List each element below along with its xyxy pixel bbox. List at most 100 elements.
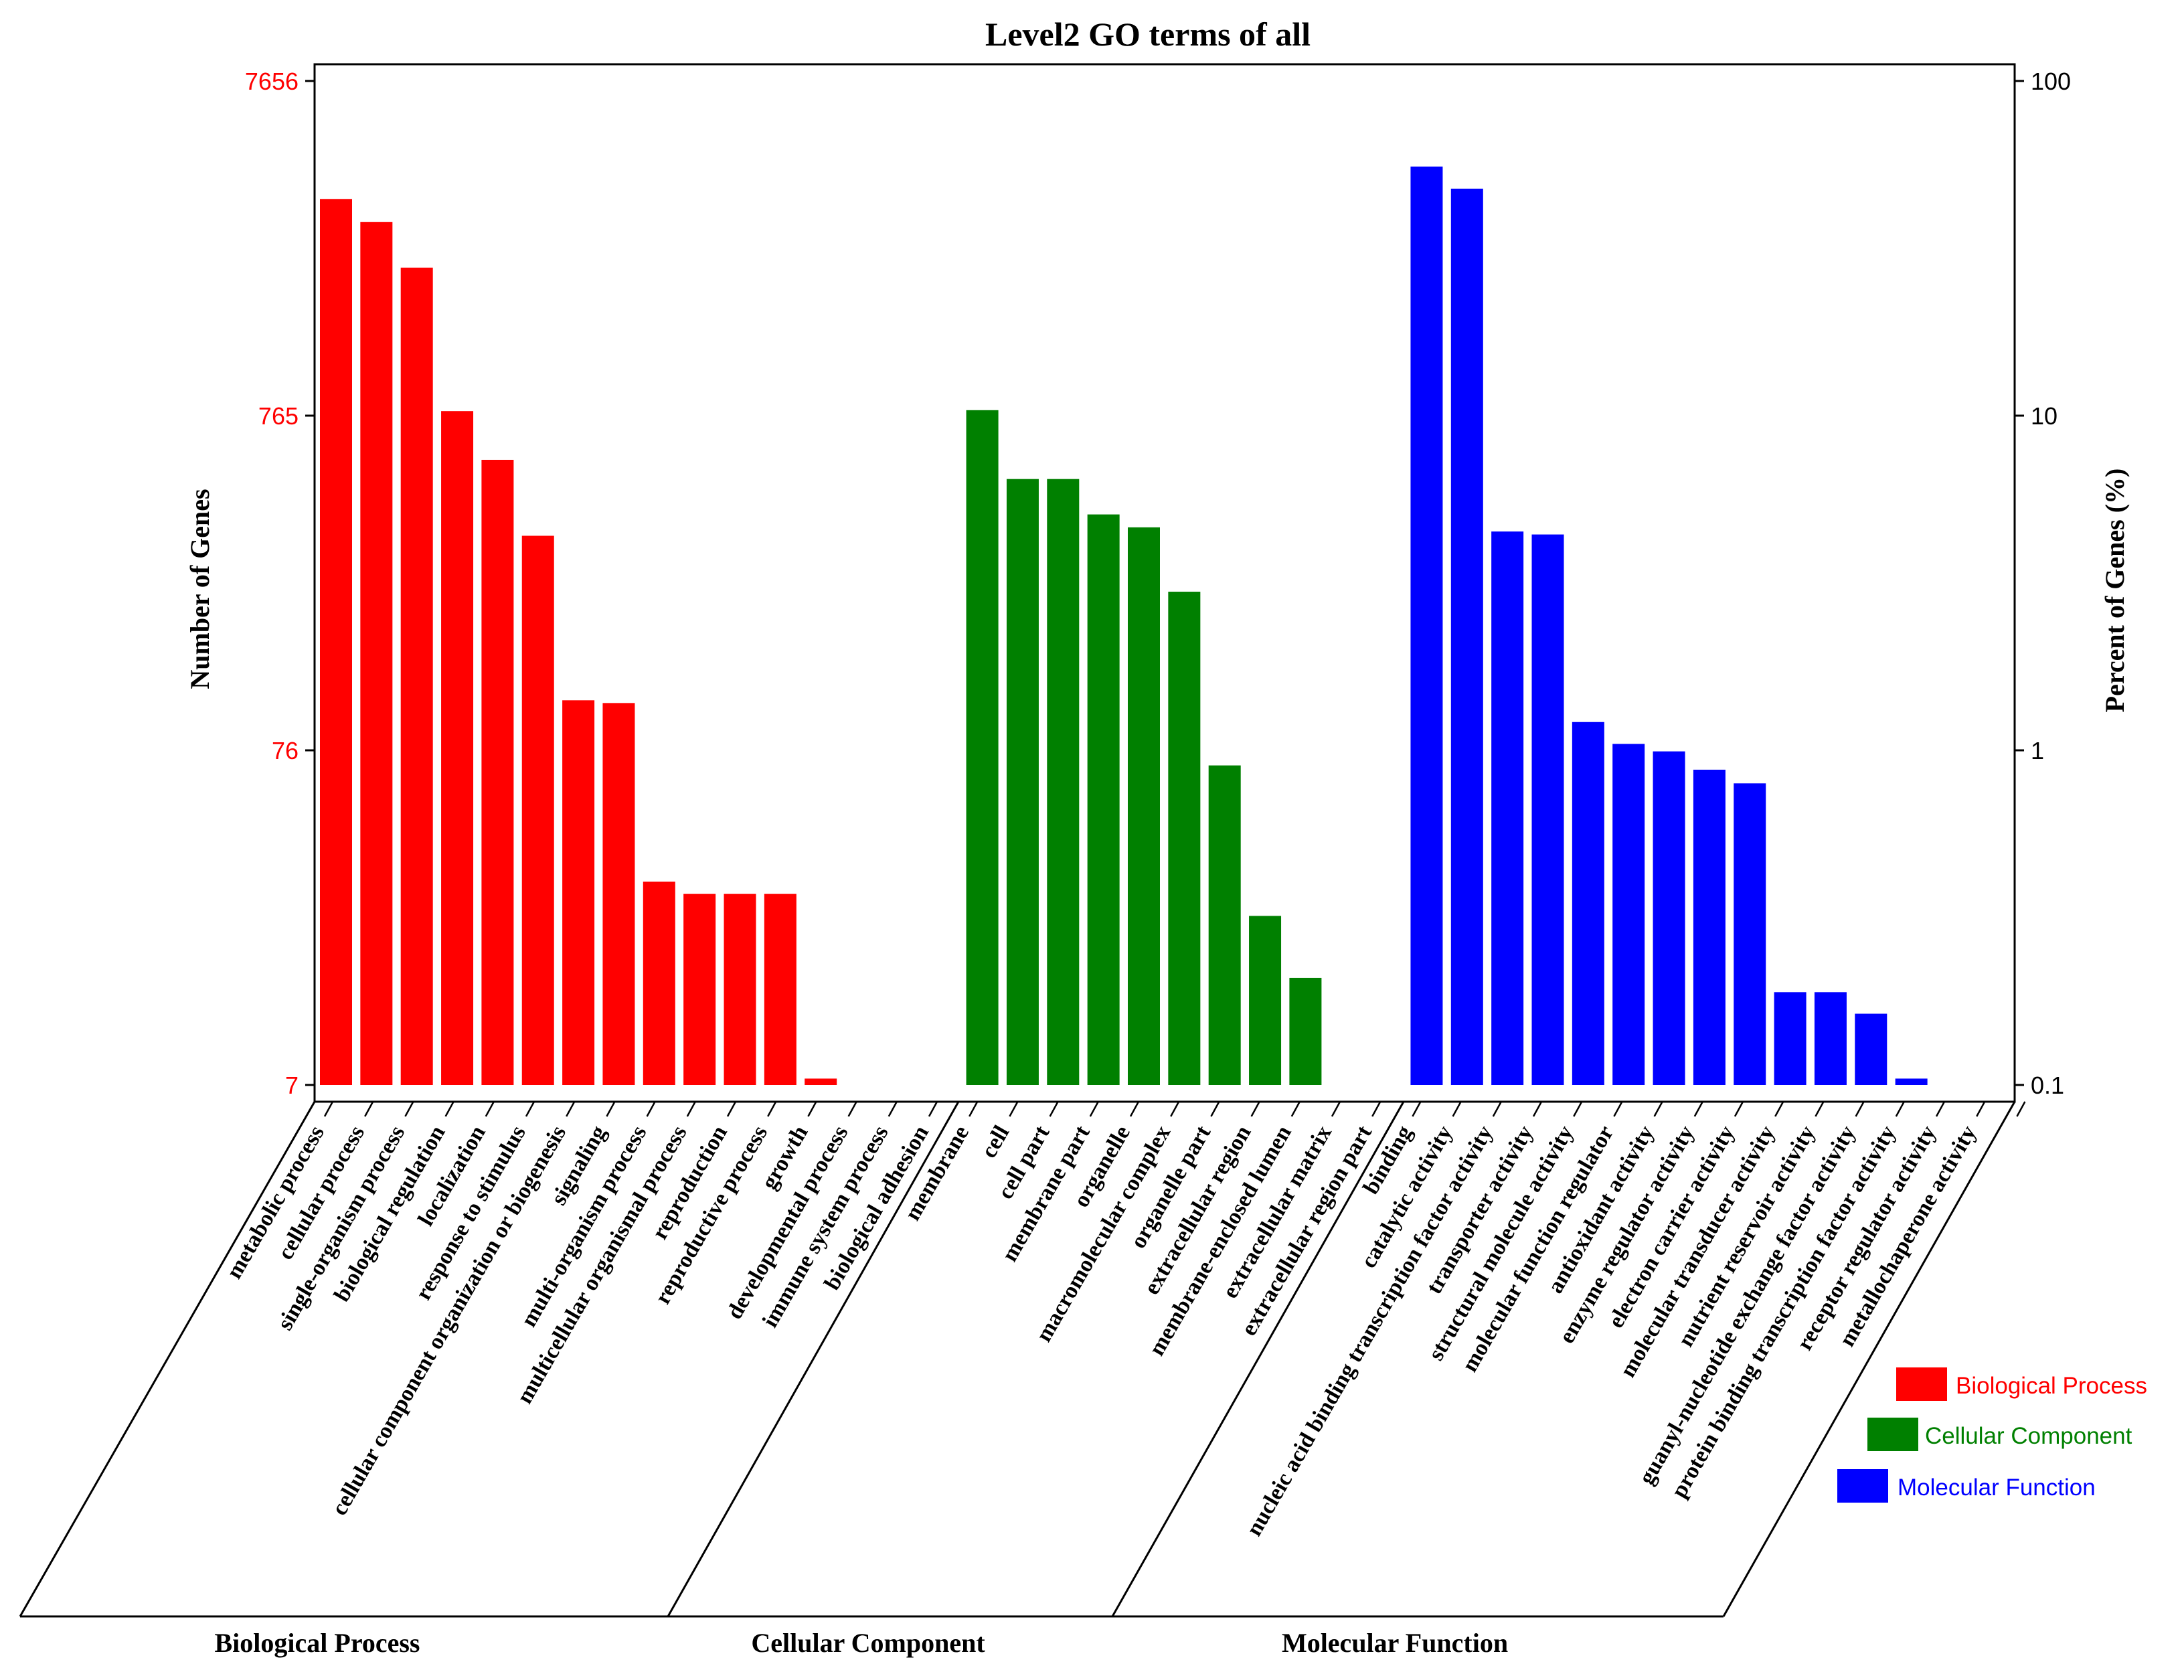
bar-electron-carrier-activity <box>1734 783 1766 1085</box>
x-tick-mark <box>1976 1101 1986 1117</box>
bar-enzyme-regulator-activity <box>1693 769 1726 1085</box>
chart-title: Level2 GO terms of all <box>985 15 1311 53</box>
x-tick-mark <box>1009 1101 1019 1117</box>
x-tick-mark <box>686 1101 696 1117</box>
x-tick-mark <box>323 1101 334 1117</box>
x-tick-mark <box>1532 1101 1543 1117</box>
bar-organelle <box>1128 527 1160 1085</box>
y-axis-left-label: Number of Genes <box>185 489 215 689</box>
bar-molecular-transducer-activity <box>1774 992 1807 1085</box>
x-tick-mark <box>2016 1101 2026 1117</box>
group-divider <box>1111 1101 1405 1617</box>
x-axis <box>323 1101 2026 1117</box>
bar-cellular-component-organization-or-biogenesis <box>562 700 595 1085</box>
x-tick-mark <box>807 1101 817 1117</box>
bar-membrane-enclosed-lumen <box>1289 977 1322 1085</box>
right-tick-label: 10 <box>2031 402 2057 430</box>
bar-metabolic-process <box>320 199 352 1086</box>
x-tick-mark <box>1170 1101 1180 1117</box>
x-tick-mark <box>1693 1101 1703 1117</box>
group-label-cellular-component: Cellular Component <box>751 1628 985 1658</box>
x-tick-mark <box>1492 1101 1502 1117</box>
x-tick-mark <box>646 1101 656 1117</box>
bar-reproduction <box>724 894 756 1085</box>
left-tick-label: 7 <box>285 1072 299 1099</box>
group-label-biological-process: Biological Process <box>215 1628 420 1658</box>
x-tick-mark <box>1774 1101 1784 1117</box>
x-tick-mark <box>1250 1101 1260 1117</box>
bar-binding <box>1410 166 1443 1085</box>
x-tick-mark <box>1049 1101 1059 1117</box>
x-tick-mark <box>1331 1101 1341 1117</box>
x-tick-mark <box>767 1101 777 1117</box>
x-tick-mark <box>566 1101 576 1117</box>
bar-biological-regulation <box>441 411 474 1085</box>
bar-macromolecular-complex <box>1168 592 1201 1085</box>
left-axis: 7656 765 76 7 <box>245 68 315 1099</box>
x-tick-mark <box>1935 1101 1946 1117</box>
x-tick-mark <box>847 1101 857 1117</box>
x-tick-mark <box>1734 1101 1744 1117</box>
group-label-molecular-function: Molecular Function <box>1282 1628 1508 1658</box>
bar-multi-organism-process <box>643 881 675 1085</box>
plot-frame <box>313 63 2016 1103</box>
x-tick-mark <box>1371 1101 1381 1117</box>
x-tick-mark <box>444 1101 454 1117</box>
right-tick-label: 0.1 <box>2031 1072 2064 1099</box>
legend-label-molecular-function: Molecular Function <box>1898 1475 2096 1501</box>
left-tick-label: 7656 <box>245 68 299 95</box>
legend-label-cellular-component: Cellular Component <box>1925 1423 2132 1449</box>
x-tick-mark <box>1290 1101 1300 1117</box>
left-tick-label: 765 <box>258 402 299 430</box>
bar-molecular-function-regulator <box>1612 744 1645 1085</box>
x-tick-mark <box>969 1101 979 1117</box>
x-tick-mark <box>525 1101 535 1117</box>
legend-swatch-molecular-function <box>1837 1469 1888 1503</box>
bar-signaling <box>602 703 635 1085</box>
x-tick-mark <box>888 1101 898 1117</box>
group-divider <box>19 1101 316 1617</box>
bar-nutrient-reservoir-activity <box>1814 992 1847 1085</box>
legend: Biological Process Cellular Component Mole… <box>1837 1367 2147 1503</box>
bar-transporter-activity <box>1531 534 1564 1085</box>
group-divider <box>1722 1101 2016 1617</box>
x-label-cell: cell <box>977 1122 1015 1163</box>
bar-growth <box>805 1078 837 1085</box>
x-tick-mark <box>1855 1101 1865 1117</box>
x-tick-mark <box>1653 1101 1663 1117</box>
x-tick-mark <box>1412 1101 1422 1117</box>
legend-swatch-biological-process <box>1896 1367 1947 1401</box>
bar-cellular-process <box>360 222 393 1085</box>
x-tick-mark <box>485 1101 495 1117</box>
x-tick-mark <box>1895 1101 1905 1117</box>
right-tick-label: 1 <box>2031 737 2044 764</box>
right-axis: 100 10 1 0.1 <box>2015 68 2071 1099</box>
x-tick-mark <box>404 1101 414 1117</box>
x-tick-mark <box>726 1101 737 1117</box>
x-tick-mark <box>1452 1101 1462 1117</box>
bars <box>320 166 1928 1086</box>
x-tick-mark <box>1210 1101 1220 1117</box>
group-divider <box>667 1101 960 1617</box>
bar-extracellular-region <box>1249 916 1282 1085</box>
legend-label-biological-process: Biological Process <box>1956 1373 2147 1399</box>
x-tick-mark <box>1089 1101 1099 1117</box>
x-tick-mark <box>1573 1101 1583 1117</box>
x-tick-mark <box>1129 1101 1140 1117</box>
bar-nucleic-acid-binding-transcription-factor-activity <box>1491 531 1524 1085</box>
bar-multicellular-organismal-process <box>683 894 716 1085</box>
left-tick-label: 76 <box>272 737 299 764</box>
x-tick-mark <box>606 1101 616 1117</box>
x-tick-mark <box>928 1101 938 1117</box>
bar-localization <box>481 459 514 1085</box>
x-tick-mark <box>1815 1101 1825 1117</box>
y-axis-right-label: Percent of Genes (%) <box>2100 469 2130 713</box>
bar-organelle-part <box>1208 765 1241 1085</box>
bar-membrane <box>966 410 999 1085</box>
x-tick-mark <box>364 1101 374 1117</box>
bar-antioxidant-activity <box>1653 751 1685 1085</box>
bar-cell <box>1006 479 1039 1085</box>
legend-swatch-cellular-component <box>1867 1418 1918 1451</box>
right-tick-label: 100 <box>2031 68 2071 95</box>
